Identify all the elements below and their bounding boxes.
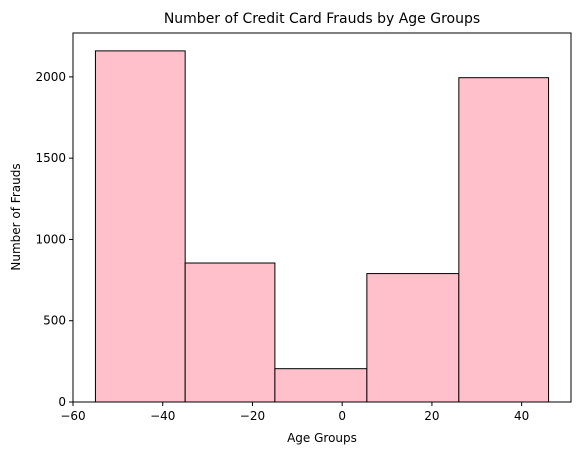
histogram-bar-2 [274,368,368,403]
y-tick-label-1: 500 [43,314,66,328]
y-axis-label: Number of Frauds [9,163,23,270]
histogram-bar-0 [94,50,186,403]
y-tick-label-3: 1500 [35,151,66,165]
y-axis: 0 500 1000 1500 2000 [35,70,73,409]
x-tick-label-3: 0 [338,409,346,423]
histogram-bar-1 [184,262,276,403]
x-axis: −60 −40 −20 0 20 40 [60,402,529,423]
x-tick-label-1: −40 [150,409,175,423]
y-tick-label-4: 2000 [35,70,66,84]
bars-layer [94,50,550,403]
x-axis-label: Age Groups [287,431,357,445]
histogram-bar-4 [458,77,550,403]
y-tick-label-2: 1000 [35,232,66,246]
x-tick-label-5: 40 [514,409,529,423]
y-tick-label-0: 0 [58,395,66,409]
chart-title: Number of Credit Card Frauds by Age Grou… [164,11,480,27]
x-tick-label-4: 20 [424,409,439,423]
plot-frame [72,32,572,403]
x-tick-label-2: −20 [240,409,265,423]
x-tick-label-0: −60 [60,409,85,423]
histogram-bar-3 [366,273,460,403]
